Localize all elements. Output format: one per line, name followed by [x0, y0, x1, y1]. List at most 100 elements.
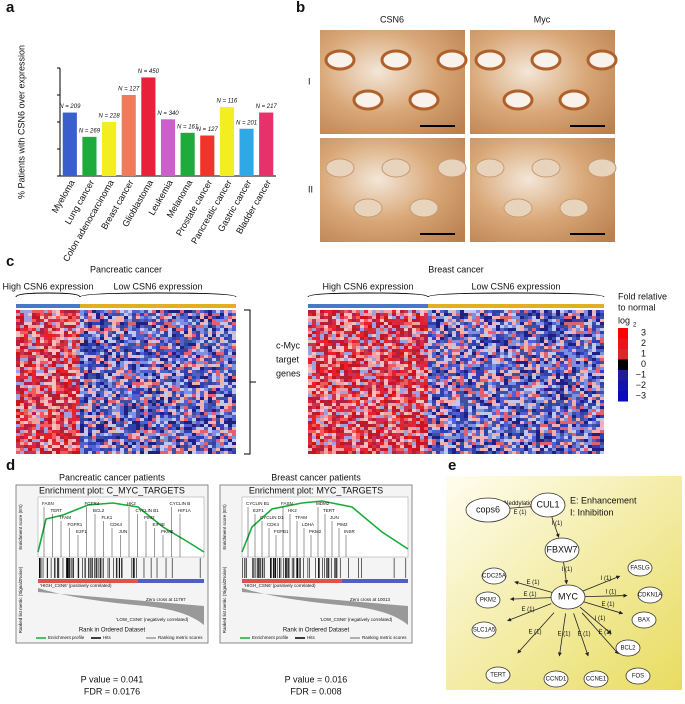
tissue-feature: [410, 91, 438, 109]
heatmap-cell: [56, 358, 60, 361]
heatmap-cell: [136, 334, 140, 337]
heatmap-cell: [36, 418, 40, 421]
heatmap-cell: [212, 322, 216, 325]
heatmap-cell: [376, 403, 380, 406]
heatmap-cell: [16, 406, 20, 409]
heatmap-cell: [420, 376, 424, 379]
heatmap-cell: [372, 367, 376, 370]
heatmap-cell: [420, 331, 424, 334]
heatmap-cell: [464, 373, 468, 376]
heatmap-cell: [96, 391, 100, 394]
heatmap-cell: [440, 388, 444, 391]
heatmap-cell: [448, 337, 452, 340]
heatmap-cell: [312, 319, 316, 322]
heatmap-cell: [444, 391, 448, 394]
heatmap-cell: [428, 367, 432, 370]
heatmap-cell: [192, 349, 196, 352]
heatmap-cell: [312, 403, 316, 406]
heatmap-cell: [44, 433, 48, 436]
heatmap-cell: [384, 316, 388, 319]
heatmap-cell: [452, 328, 456, 331]
heatmap-cell: [320, 367, 324, 370]
heatmap-cell: [360, 310, 364, 313]
heatmap-cell: [396, 430, 400, 433]
heatmap-cell: [148, 358, 152, 361]
heatmap-cell: [120, 373, 124, 376]
heatmap-cell: [480, 415, 484, 418]
heatmap-cell: [372, 316, 376, 319]
heatmap-cell: [220, 355, 224, 358]
heatmap-cell: [84, 385, 88, 388]
heatmap-cell: [324, 316, 328, 319]
heatmap-cell: [420, 433, 424, 436]
heatmap-cell: [216, 433, 220, 436]
heatmap-cell: [172, 310, 176, 313]
heatmap-cell: [176, 397, 180, 400]
heatmap-cell: [20, 409, 24, 412]
heatmap-cell: [108, 433, 112, 436]
heatmap-cell: [112, 370, 116, 373]
heatmap-cell: [212, 448, 216, 451]
heatmap-cell: [200, 418, 204, 421]
heatmap-cell: [484, 445, 488, 448]
heatmap-cell: [432, 313, 436, 316]
heatmap-cell: [448, 370, 452, 373]
heatmap-cell: [228, 445, 232, 448]
heatmap-cell: [348, 358, 352, 361]
heatmap-cell: [20, 310, 24, 313]
heatmap-cell: [180, 370, 184, 373]
heatmap-cell: [436, 373, 440, 376]
heatmap-cell: [468, 424, 472, 427]
heatmap-cell: [432, 376, 436, 379]
heatmap-cell: [216, 421, 220, 424]
heatmap-cell: [308, 352, 312, 355]
heatmap-cell: [416, 427, 420, 430]
heatmap-cell: [80, 442, 84, 445]
heatmap-cell: [388, 358, 392, 361]
heatmap-cell: [56, 394, 60, 397]
heatmap-cell: [312, 313, 316, 316]
heatmap-cell: [16, 331, 20, 334]
heatmap-cell: [40, 349, 44, 352]
heatmap-cell: [396, 394, 400, 397]
heatmap-cell: [476, 439, 480, 442]
heatmap-cell: [416, 331, 420, 334]
heatmap-cell: [380, 442, 384, 445]
heatmap-cell: [316, 409, 320, 412]
heatmap-cell: [164, 349, 168, 352]
heatmap-cell: [232, 376, 236, 379]
heatmap-cell: [452, 451, 456, 454]
heatmap-cell: [112, 421, 116, 424]
heatmap-cell: [396, 325, 400, 328]
heatmap-cell: [444, 394, 448, 397]
heatmap-cell: [392, 361, 396, 364]
heatmap-cell: [156, 397, 160, 400]
heatmap-cell: [352, 379, 356, 382]
heatmap-cell: [324, 328, 328, 331]
heatmap-cell: [308, 382, 312, 385]
heatmap-cell: [128, 328, 132, 331]
heatmap-cell: [72, 328, 76, 331]
heatmap-cell: [92, 367, 96, 370]
heatmap-cell: [136, 439, 140, 442]
heatmap-cell: [452, 442, 456, 445]
heatmap-cell: [460, 346, 464, 349]
heatmap-cell: [464, 310, 468, 313]
heatmap-cell: [472, 451, 476, 454]
heatmap-cell: [204, 325, 208, 328]
heatmap-cell: [392, 343, 396, 346]
heatmap-cell: [412, 343, 416, 346]
heatmap-cell: [404, 349, 408, 352]
heatmap-cell: [144, 427, 148, 430]
heatmap-cell: [32, 409, 36, 412]
heatmap-cell: [164, 403, 168, 406]
heatmap-cell: [408, 391, 412, 394]
heatmap-cell: [208, 415, 212, 418]
heatmap-cell: [420, 343, 424, 346]
heatmap-cell: [356, 316, 360, 319]
heatmap-cell: [144, 337, 148, 340]
heatmap-cell: [440, 352, 444, 355]
heatmap-cell: [476, 313, 480, 316]
heatmap-cell: [176, 319, 180, 322]
heatmap-cell: [400, 442, 404, 445]
